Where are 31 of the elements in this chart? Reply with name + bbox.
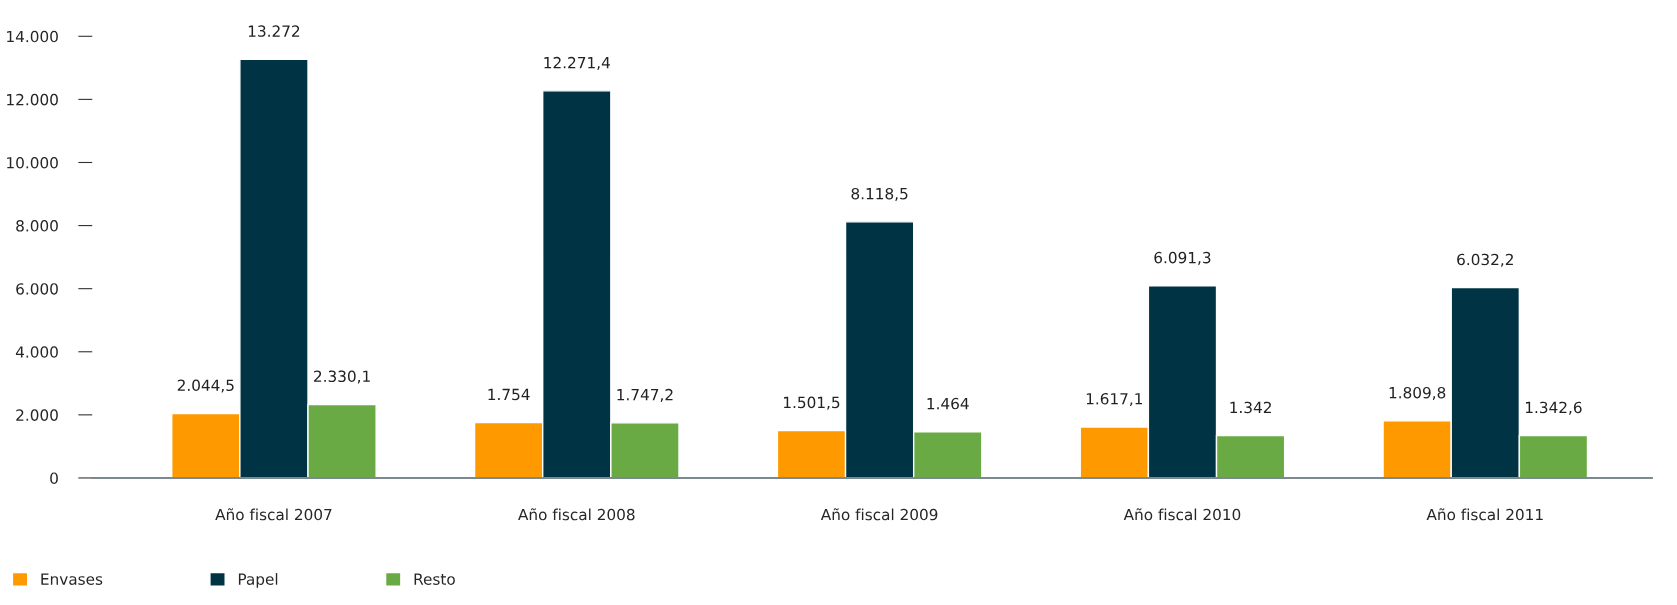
y-tick-label: 4.000	[15, 346, 58, 358]
data-label: 1.464	[927, 397, 969, 410]
y-tick-label: 2.000	[16, 409, 58, 421]
data-label: 1.501,5	[783, 396, 840, 410]
x-tick-label: Año fiscal 2011	[1426, 508, 1543, 521]
y-tick-label: 0	[50, 472, 58, 484]
y-tick-label: 6.000	[16, 283, 58, 295]
data-label: 2.330,1	[314, 370, 370, 384]
legend-label: Resto	[414, 573, 455, 585]
legend-label: Papel	[238, 573, 278, 588]
legend-label: Envases	[41, 573, 103, 585]
x-tick-label: Año fiscal 2008	[518, 508, 635, 521]
data-label: 1.754	[488, 388, 530, 401]
y-tick-label: 14.000	[7, 30, 58, 43]
data-label: 13.272	[248, 25, 300, 37]
data-label: 1.617,1	[1086, 392, 1143, 407]
data-label: 1.747,2	[617, 388, 673, 402]
y-tick-label: 10.000	[7, 156, 58, 169]
data-label: 1.809,8	[1389, 386, 1446, 401]
y-tick-label: 8.000	[16, 220, 58, 232]
x-tick-label: Año fiscal 2009	[820, 508, 938, 521]
data-label: 1.342	[1230, 401, 1271, 414]
data-label: 6.032,2	[1457, 253, 1513, 267]
data-label: 2.044,5	[177, 379, 234, 393]
data-label: 1.342,6	[1525, 401, 1582, 415]
data-label: 12.271,4	[544, 56, 610, 70]
y-tick-label: 12.000	[7, 93, 58, 106]
data-label: 8.118,5	[851, 187, 908, 201]
x-tick-label: Año fiscal 2010	[1123, 508, 1241, 521]
x-tick-label: Año fiscal 2007	[215, 508, 332, 521]
data-label: 6.091,3	[1154, 251, 1211, 265]
